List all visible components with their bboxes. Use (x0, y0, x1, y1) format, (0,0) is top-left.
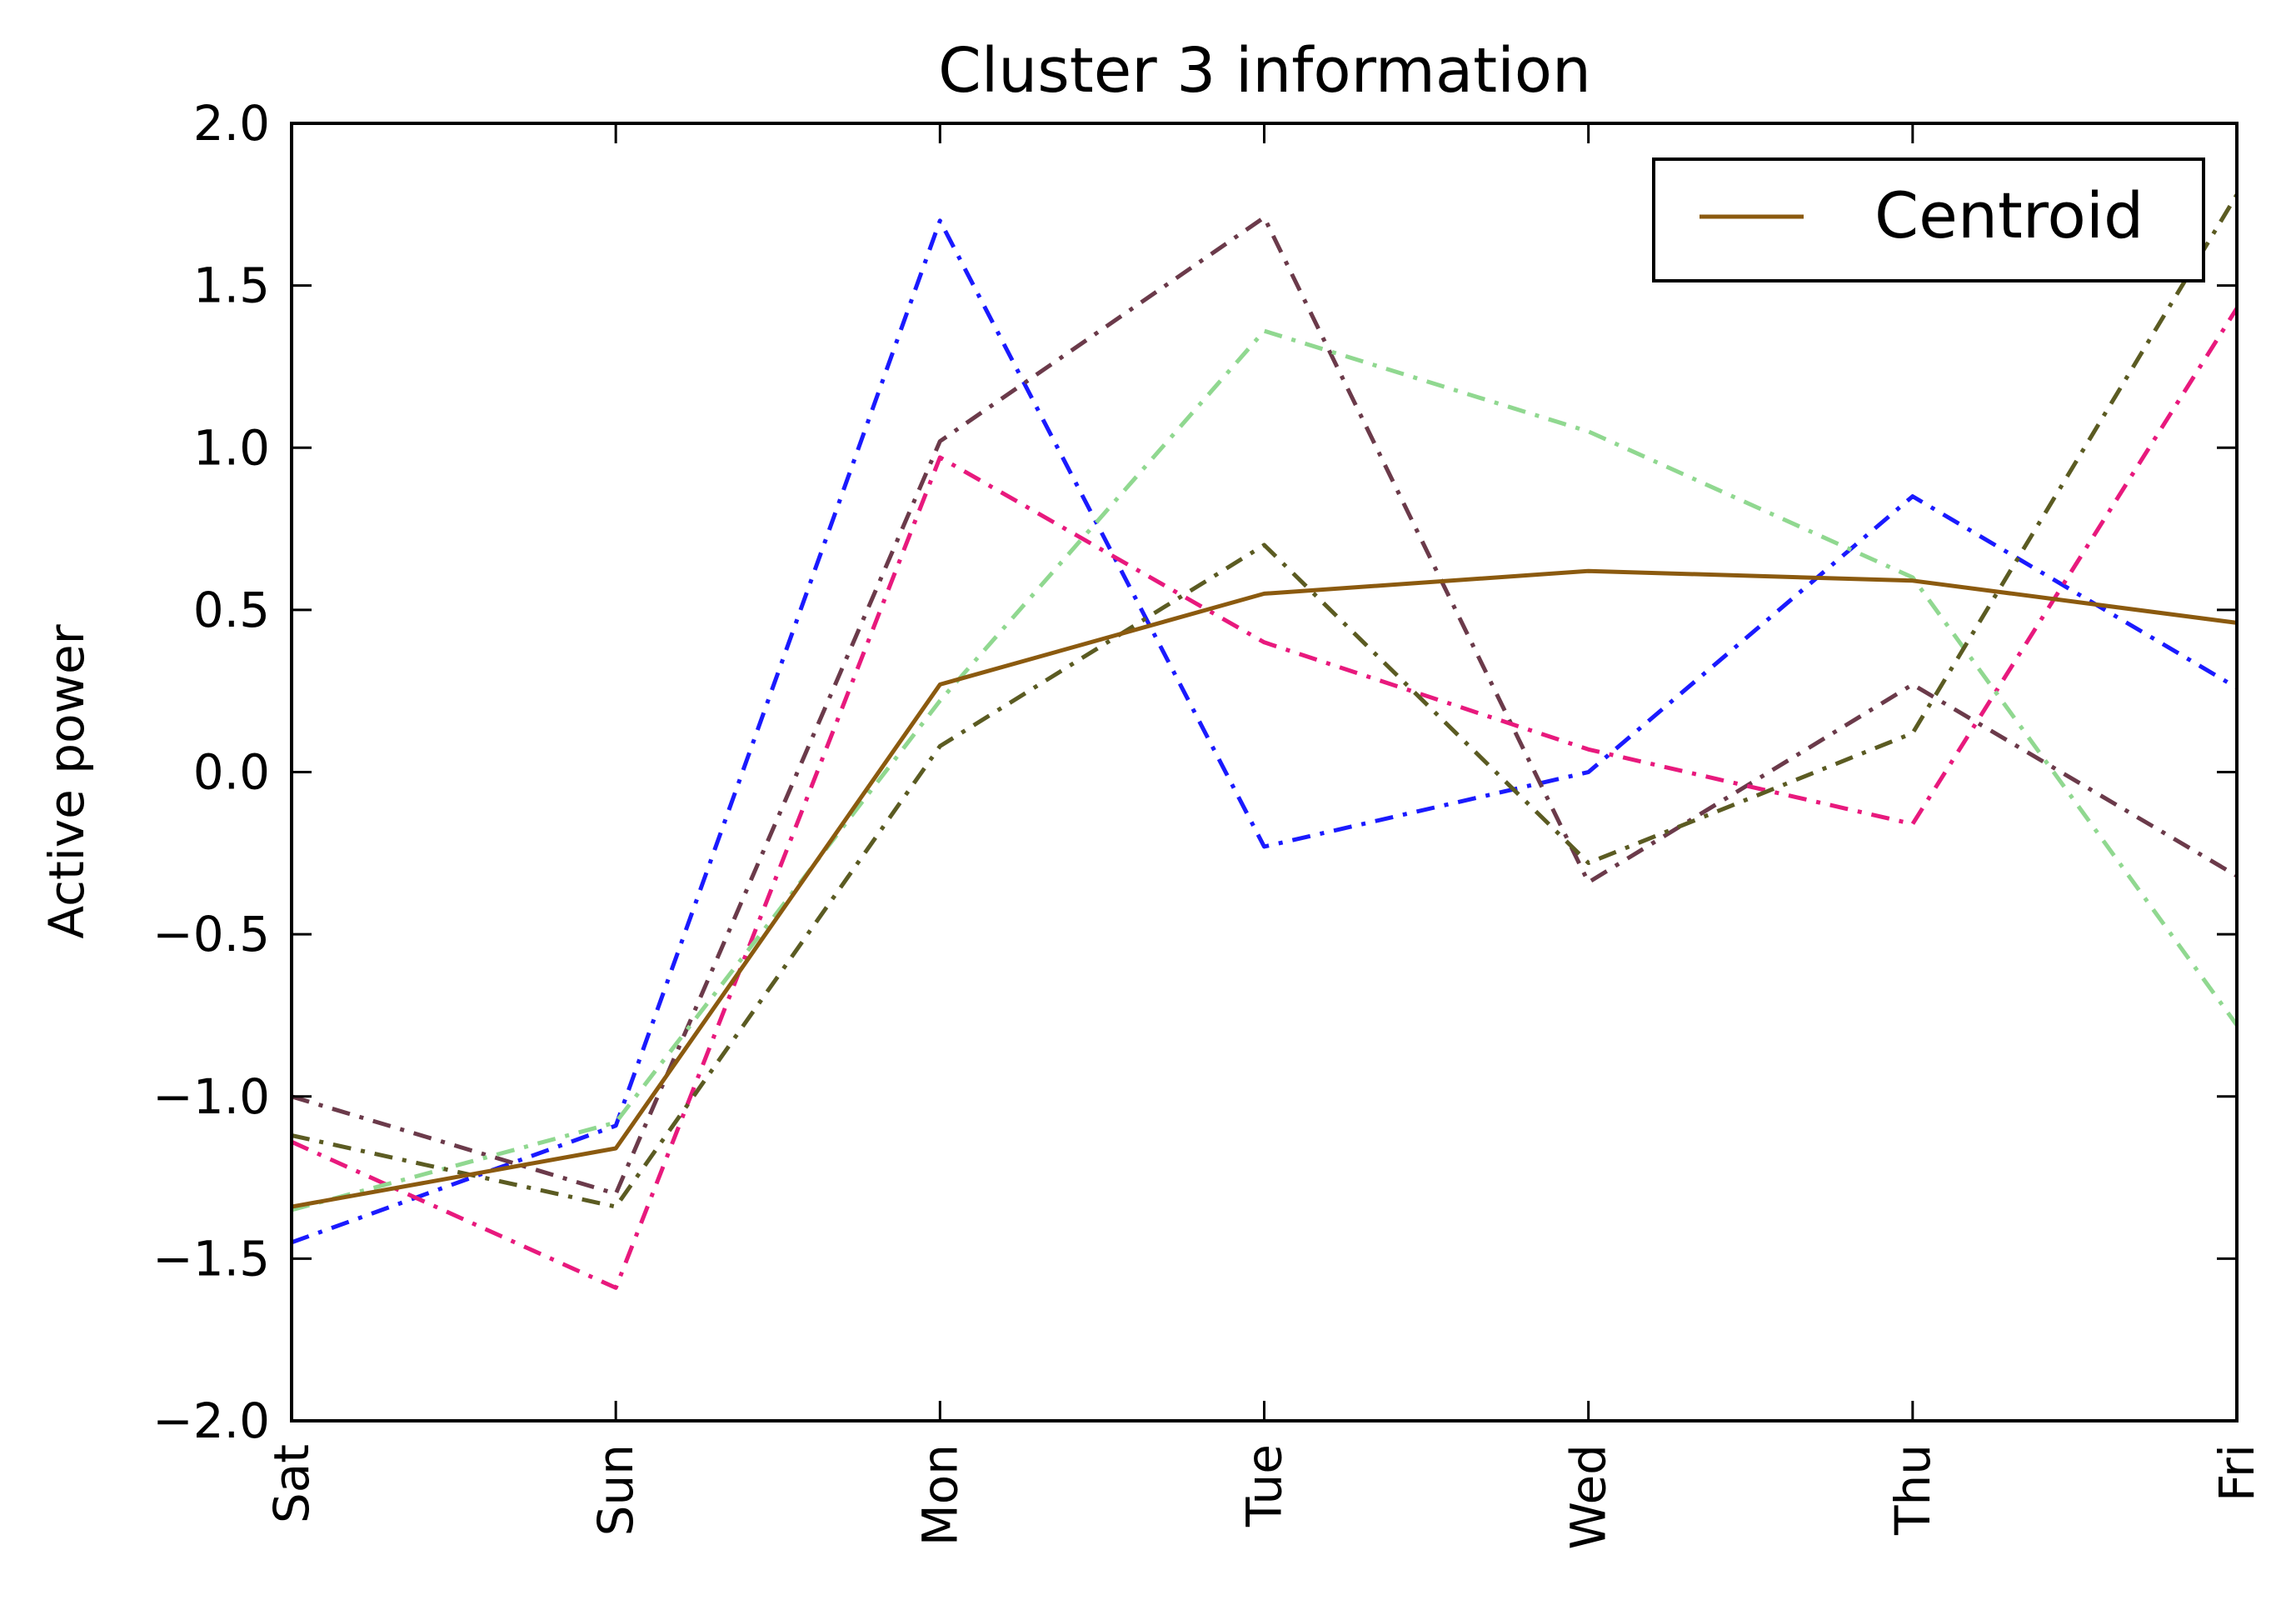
legend-box (1652, 158, 2205, 282)
y-axis-label: Active power (38, 624, 95, 938)
y-tick-label: 0.0 (193, 744, 270, 801)
series-line-1 (291, 218, 2239, 1245)
plot-frame (290, 122, 2239, 1422)
y-tick-label: 2.0 (193, 95, 270, 152)
x-tick-label: Tue (1236, 1444, 1293, 1528)
series-line-5 (291, 193, 2239, 1209)
y-tick-label: 0.5 (193, 582, 270, 638)
y-tick-label: −0.5 (152, 906, 270, 962)
x-tick-label: Fri (2209, 1444, 2265, 1502)
x-tick-label: Wed (1560, 1444, 1617, 1549)
x-tick-label: Thu (1884, 1444, 1941, 1536)
series-layer (290, 193, 2239, 1290)
x-tick-label: Sun (587, 1444, 644, 1536)
x-tick-label: Mon (911, 1444, 968, 1546)
series-line-3 (290, 307, 2239, 1290)
legend-label-centroid: Centroid (1874, 178, 2144, 252)
chart-title: Cluster 3 information (938, 35, 1591, 107)
x-tick-label: Sat (263, 1444, 320, 1523)
series-line-2 (291, 215, 2239, 1196)
y-tick-label: −1.0 (152, 1068, 270, 1125)
y-tick-label: −2.0 (152, 1392, 270, 1449)
y-tick-label: 1.0 (193, 419, 270, 476)
y-tick-label: 1.5 (193, 258, 270, 314)
legend: Centroid (1652, 158, 2205, 282)
y-tick-label: −1.5 (152, 1230, 270, 1287)
series-line-4 (291, 328, 2239, 1212)
series-line-centroid (291, 568, 2238, 1209)
